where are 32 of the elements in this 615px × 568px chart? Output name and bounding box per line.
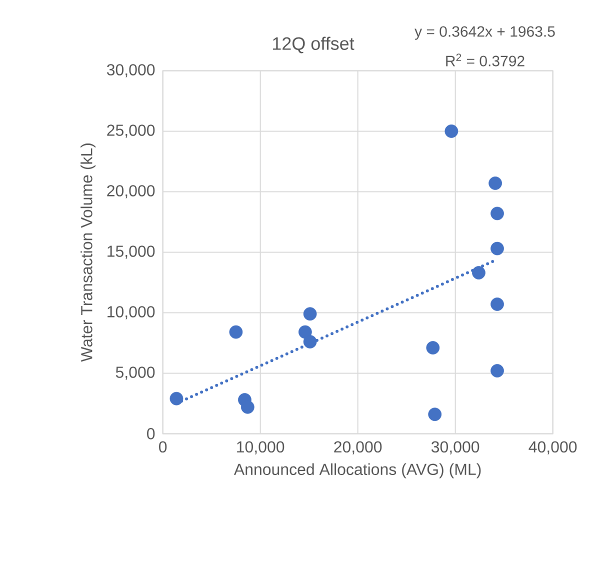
point	[490, 298, 504, 311]
x-tick-label: 40,000	[528, 441, 577, 454]
y-tick-label: 10,000	[108, 306, 155, 320]
point	[298, 325, 312, 339]
chart-title: 12Q offset	[273, 36, 354, 54]
x-tick-label: 30,000	[431, 441, 480, 454]
point	[170, 392, 184, 406]
text: y = 0.3642x + 1963.5	[414, 26, 555, 40]
point	[490, 242, 504, 256]
point	[240, 400, 254, 414]
point	[488, 176, 502, 190]
y-tick-label: 5,000	[116, 366, 155, 380]
point	[472, 266, 486, 280]
x-tick-label: 10,000	[237, 441, 284, 454]
point	[444, 124, 458, 138]
point	[428, 408, 442, 422]
y-axis-title: Water Transaction Volume (kL)	[80, 144, 96, 362]
y-tick-label: 25,000	[107, 124, 155, 138]
y-tick-label: 20,000	[107, 185, 155, 198]
y-tick-label: 0	[147, 428, 155, 440]
x-axis-title: Announced Allocations (AVG) (ML)	[234, 463, 481, 478]
x-tick-label: 0	[159, 441, 167, 453]
x-tick-label: 20,000	[334, 441, 382, 454]
point	[229, 325, 243, 339]
text: R$^{2}$ = 0.3792	[446, 54, 524, 66]
point	[490, 364, 504, 378]
point	[303, 335, 317, 348]
point	[426, 341, 440, 354]
y-tick-label: 30,000	[106, 64, 155, 78]
point	[490, 206, 504, 220]
y-tick-label: 15,000	[108, 246, 155, 259]
point	[303, 307, 317, 321]
